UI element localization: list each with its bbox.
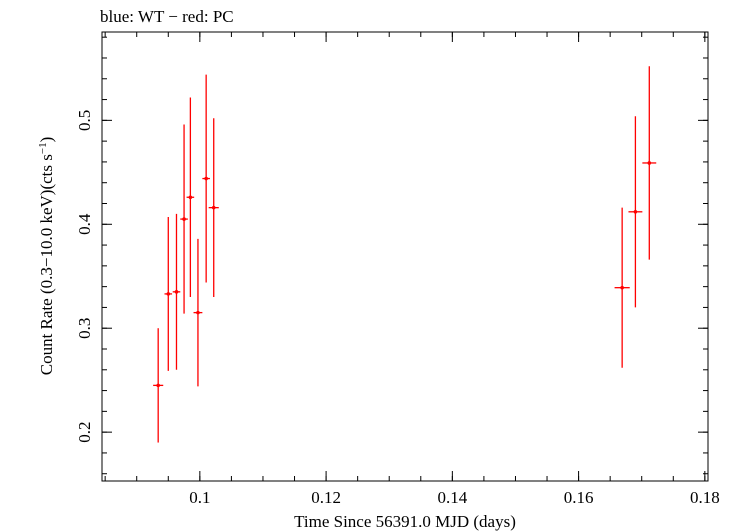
chart-title: blue: WT − red: PC [100, 7, 234, 26]
point-marker [633, 210, 638, 214]
point-marker [620, 285, 624, 290]
x-tick-label: 0.14 [437, 488, 467, 507]
data-point [208, 118, 219, 298]
axis-ticks [102, 32, 708, 481]
y-axis-label-main: Count Rate (0.3−10.0 keV)(cts s [37, 154, 56, 375]
point-marker [182, 217, 186, 221]
point-marker [156, 383, 160, 388]
data-point [628, 116, 643, 308]
point-marker [211, 205, 216, 210]
plot-frame [101, 31, 709, 482]
y-tick-label: 0.2 [75, 422, 94, 443]
data-point [642, 66, 657, 260]
data-point [186, 97, 195, 298]
point-marker [647, 161, 652, 165]
x-axis-label: Time Since 56391.0 MJD (days) [294, 512, 516, 531]
y-axis-label-close: ) [37, 137, 56, 143]
point-marker [166, 292, 171, 296]
y-axis-label-superscript: −1 [37, 142, 49, 154]
y-tick-label: 0.5 [75, 110, 94, 131]
data-point [164, 217, 173, 371]
y-tick-label: 0.4 [75, 213, 94, 235]
data-point [193, 238, 203, 387]
point-marker [188, 195, 193, 200]
data-points [153, 66, 657, 443]
x-tick-label: 0.12 [311, 488, 341, 507]
point-marker [196, 310, 200, 315]
data-point [153, 328, 164, 443]
data-point [180, 124, 188, 314]
x-tick-label: 0.16 [564, 488, 594, 507]
y-tick-label: 0.3 [75, 318, 94, 339]
axis-tick-labels: 0.1 0.12 0.14 0.16 0.18 0.2 0.3 0.4 0.5 [75, 110, 720, 507]
point-marker [204, 176, 208, 181]
x-tick-label: 0.18 [690, 488, 720, 507]
data-point [172, 213, 181, 370]
x-tick-label: 0.1 [189, 488, 210, 507]
y-axis-label: Count Rate (0.3−10.0 keV)(cts s−1) [37, 137, 56, 376]
data-point [202, 74, 210, 283]
point-marker [174, 290, 179, 294]
data-point [614, 207, 630, 368]
